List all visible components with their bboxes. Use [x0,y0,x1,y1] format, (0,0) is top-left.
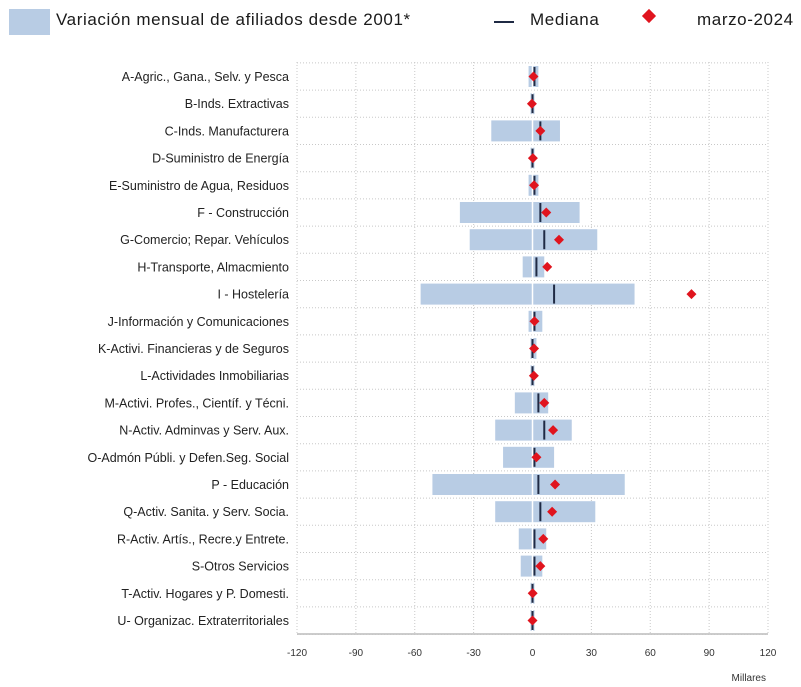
current-value-point [531,452,542,463]
category-label: S-Otros Servicios [192,560,289,574]
current-value-point [686,289,697,300]
category-label: M-Activi. Profes., Científ. y Técni. [104,396,289,410]
category-label: H-Transporte, Almacmiento [137,260,289,274]
current-value-point [527,153,538,164]
x-tick-label: 0 [530,648,536,659]
category-label: T-Activ. Hogares y P. Domesti. [121,587,289,601]
category-label: N-Activ. Adminvas y Serv. Aux. [119,424,289,438]
range-bar [459,202,580,223]
x-tick-label: 90 [704,648,716,659]
category-label: D-Suministro de Energía [152,152,289,166]
legend-median-label: Mediana [530,10,600,29]
current-value-point [535,125,546,136]
x-tick-label: -120 [287,648,307,659]
current-value-point [548,425,559,436]
range-bar [503,446,555,468]
current-value-point [527,588,538,599]
chart-legend: Variación mensual de afiliados desde 200… [0,0,801,40]
category-label: I - Hostelería [217,288,289,302]
x-tick-label: 60 [645,648,657,659]
category-label: O-Admón Públi. y Defen.Seg. Social [88,451,290,465]
x-tick-label: -90 [349,648,364,659]
current-value-point [535,561,546,572]
current-value-point [541,207,552,218]
x-axis-unit-label: Millares [732,673,766,684]
category-label: E-Suministro de Agua, Residuos [109,179,289,193]
category-label: F - Construcción [197,206,289,220]
range-bar [495,501,596,523]
category-label: Q-Activ. Sanita. y Serv. Socia. [123,505,289,519]
category-label: U- Organizac. Extraterritoriales [117,614,289,628]
current-value-point [529,316,540,327]
x-tick-label: 120 [760,648,777,659]
range-bar [495,419,572,441]
current-value-point [526,98,537,109]
category-label: B-Inds. Extractivas [185,97,289,111]
x-tick-label: 30 [586,648,598,659]
range-bar [432,474,625,495]
current-value-point [527,615,538,626]
category-label: C-Inds. Manufacturera [165,124,289,138]
category-label: J-Información y Comunicaciones [108,315,289,329]
legend-median-swatch [494,21,514,23]
current-value-point [542,261,553,272]
current-value-point [553,234,564,245]
current-value-point [529,180,540,191]
legend-range-label: Variación mensual de afiliados desde 200… [56,10,411,29]
current-value-point [529,343,540,354]
range-bar [520,555,543,577]
range-bar [420,283,635,305]
category-label: A-Agric., Gana., Selv. y Pesca [122,70,289,84]
x-tick-label: -60 [408,648,423,659]
current-value-point [547,506,558,517]
current-value-point [528,370,539,381]
current-value-point [550,479,561,490]
range-bar [514,392,549,414]
category-label: P - Educación [211,478,289,492]
category-label: R-Activ. Artís., Recre.y Entrete. [117,532,289,546]
range-bar [469,229,598,251]
current-value-point [539,397,550,408]
category-label: L-Actividades Inmobiliarias [140,369,289,383]
x-tick-label: -30 [466,648,481,659]
current-value-point [528,71,539,82]
category-label: K-Activi. Financieras y de Seguros [98,342,289,356]
range-bar [491,120,560,142]
current-value-point [538,533,549,544]
legend-current-label: marzo-2024 [697,10,794,29]
legend-range-swatch [9,9,50,35]
category-label: G-Comercio; Repar. Vehículos [120,233,289,247]
range-bar [522,256,545,278]
